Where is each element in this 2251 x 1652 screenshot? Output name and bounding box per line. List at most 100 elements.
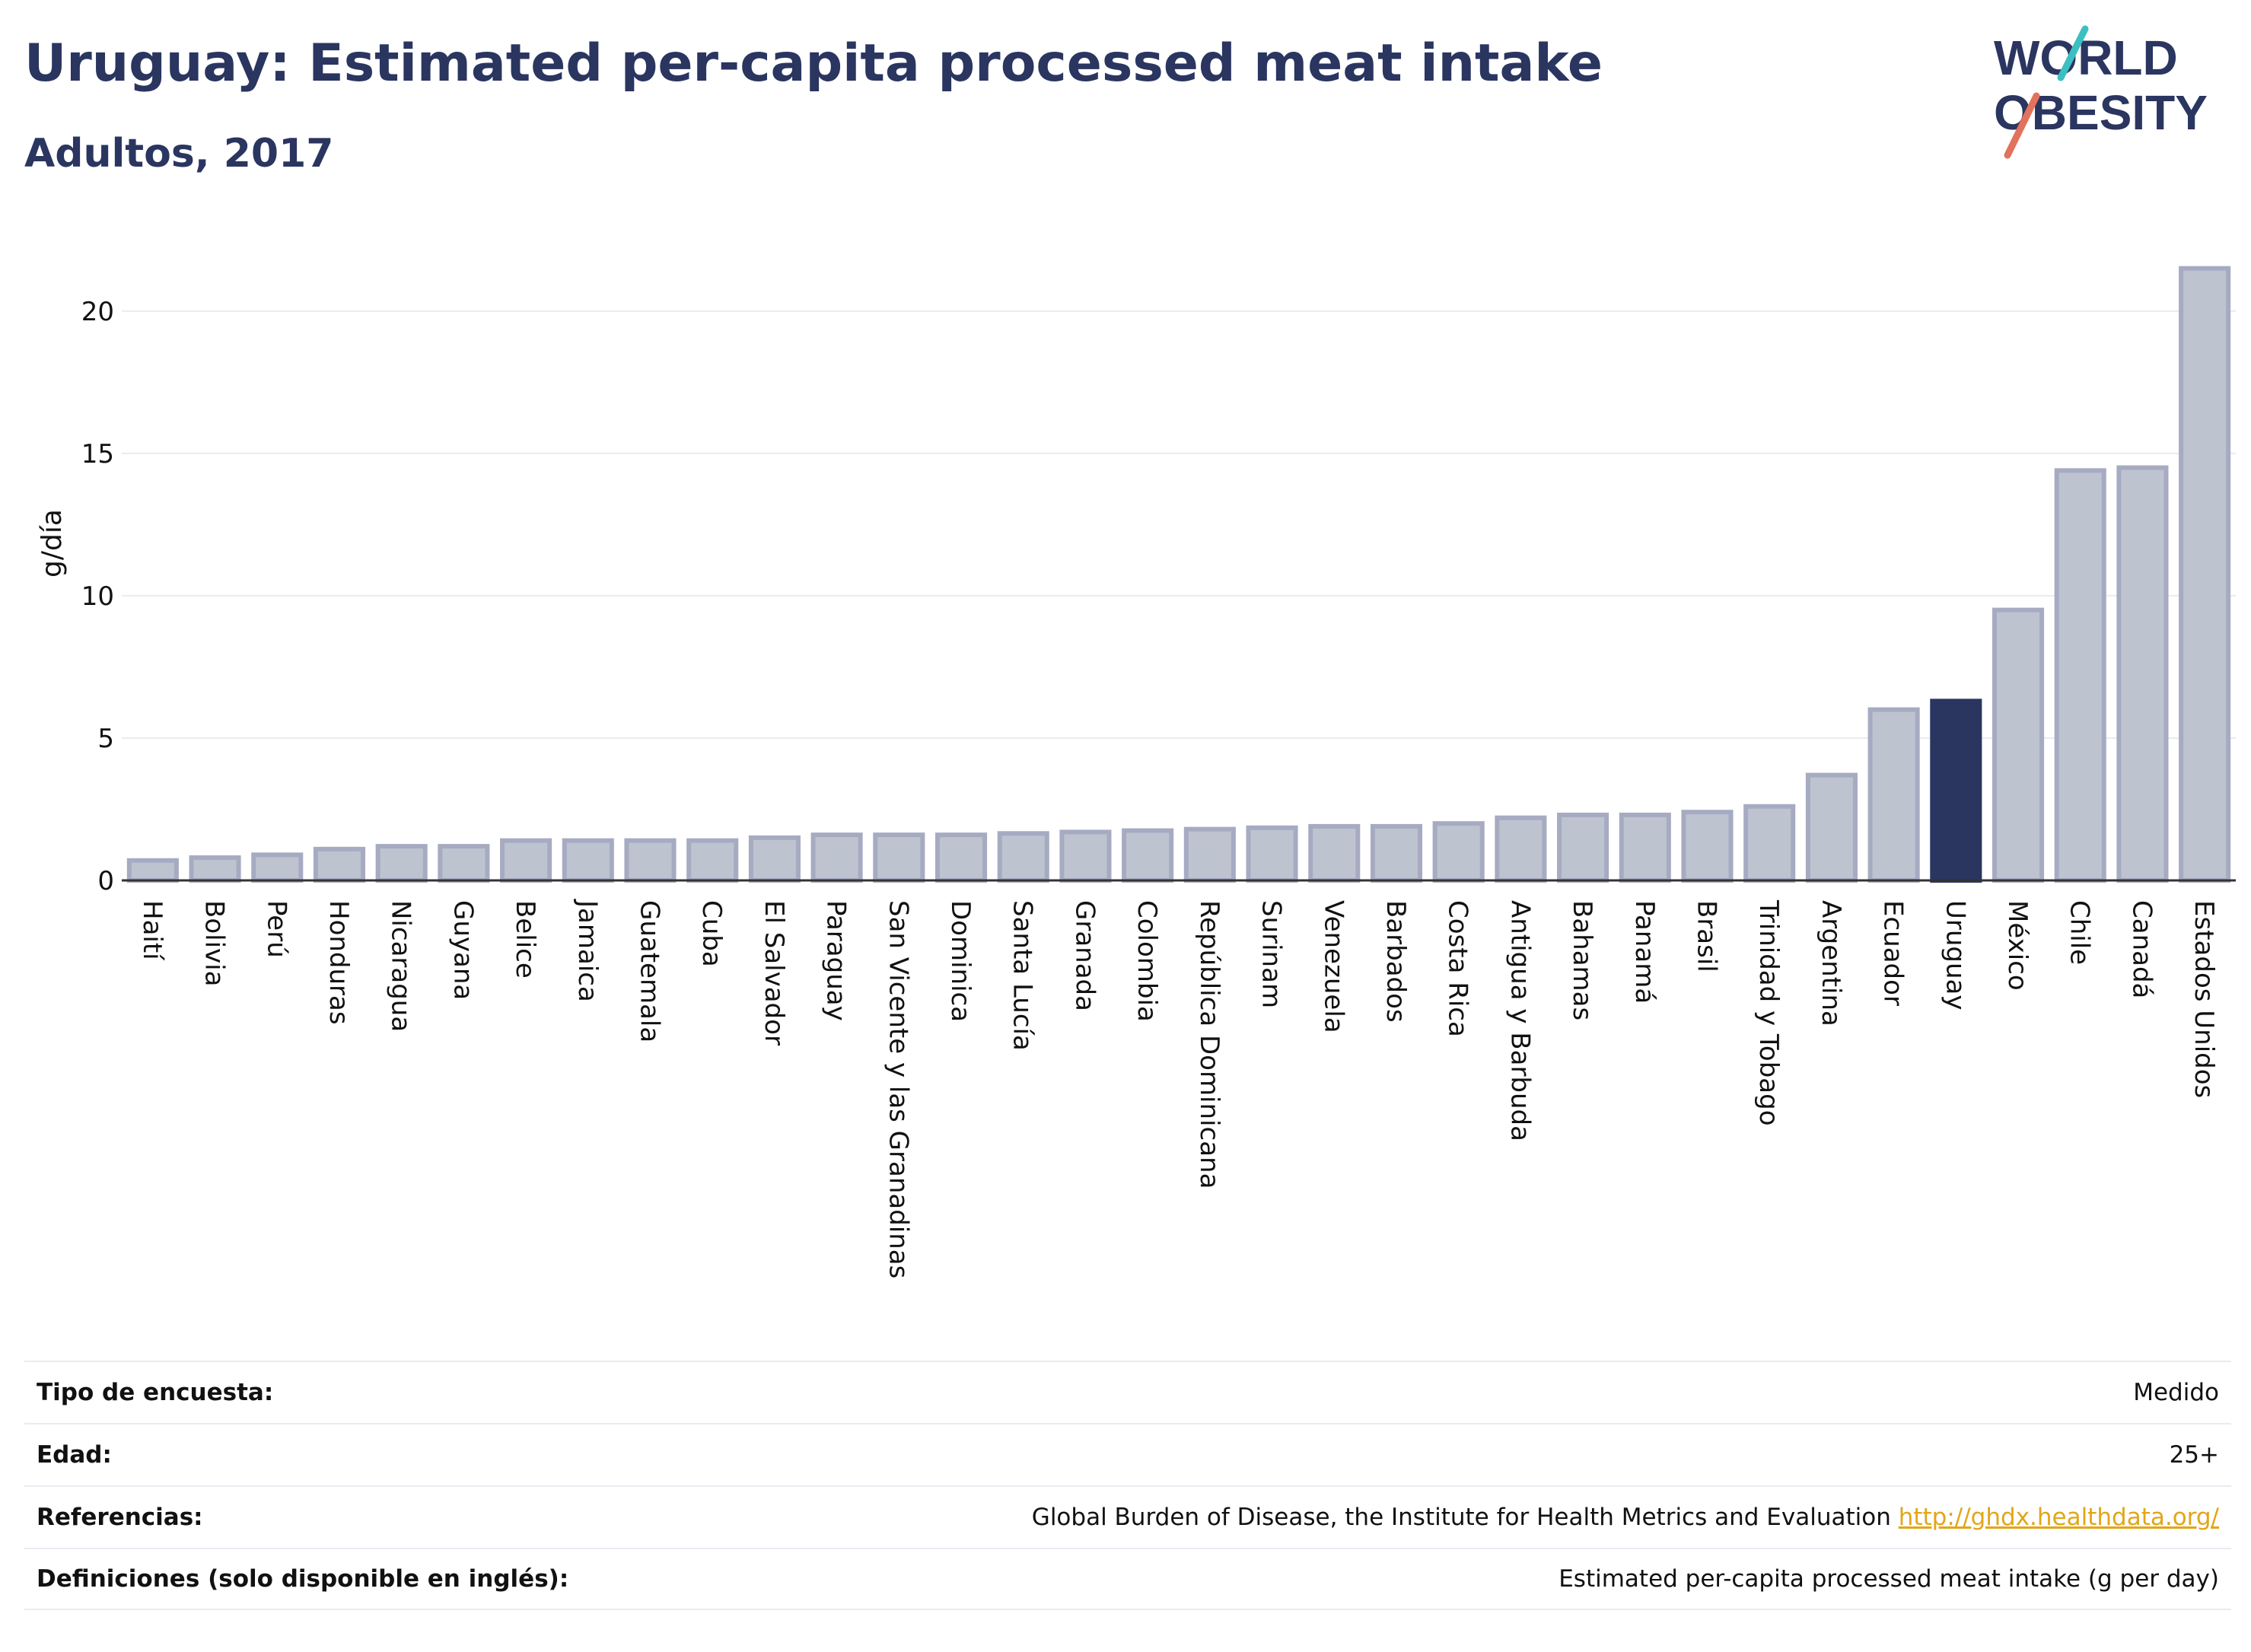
y-tick-label: 0: [97, 866, 114, 896]
x-tick-label: Guatemala: [635, 900, 665, 1042]
x-tick-label: Brasil: [1692, 900, 1722, 972]
bar-highlighted: [1930, 699, 1982, 883]
x-axis-labels: Haití Bolivia Perú Honduras Nicaragua Guyana B…: [137, 899, 2219, 1278]
bar: [2179, 266, 2231, 883]
bar: [1122, 828, 1174, 883]
bar: [686, 838, 739, 883]
bar: [1495, 815, 1547, 883]
x-tick-label: Estados Unidos: [2189, 900, 2219, 1098]
meta-label: Referencias:: [37, 1504, 203, 1531]
x-tick-label: Bahamas: [1567, 900, 1597, 1020]
x-tick-label: Cuba: [696, 900, 727, 967]
bar: [562, 838, 614, 883]
bar: [126, 858, 179, 883]
y-tick-label: 5: [97, 724, 114, 754]
x-tick-label: Panamá: [1629, 900, 1660, 1004]
meta-label: Edad:: [37, 1441, 112, 1469]
logo-teal-stroke: [2057, 25, 2089, 81]
bar: [189, 855, 241, 883]
x-tick-label: Chile: [2065, 900, 2095, 965]
x-tick-label: Haití: [137, 900, 167, 961]
bar: [251, 852, 304, 883]
bar: [500, 838, 552, 883]
meta-row-definitions: Definiciones (solo disponible en inglés)…: [24, 1548, 2231, 1610]
x-tick-label: Honduras: [323, 900, 354, 1025]
meta-label: Tipo de encuesta:: [37, 1379, 274, 1406]
meta-value-group: Global Burden of Disease, the Institute …: [1032, 1504, 2219, 1531]
x-tick-label: Belice: [510, 900, 540, 979]
x-tick-label: Trinidad y Tobago: [1753, 899, 1784, 1126]
bar: [748, 835, 801, 883]
bar: [1183, 826, 1236, 883]
x-tick-label: Surinam: [1256, 900, 1287, 1008]
world-obesity-logo: WORLD OBESITY: [1994, 25, 2208, 159]
y-tick-label: 10: [81, 581, 114, 612]
logo-line1: WORLD: [1994, 30, 2178, 85]
meta-label: Definiciones (solo disponible en inglés)…: [37, 1565, 569, 1593]
logo-coral-stroke: [2004, 92, 2040, 159]
bar: [1557, 812, 1609, 883]
meta-value: 25+: [2169, 1441, 2219, 1469]
meta-value: Estimated per-capita processed meat inta…: [1559, 1565, 2219, 1593]
reference-link[interactable]: http://ghdx.healthdata.org/: [1898, 1504, 2219, 1531]
x-tick-label: Barbados: [1380, 900, 1411, 1023]
x-tick-label: Guyana: [447, 900, 478, 1000]
y-tick-label: 20: [81, 297, 114, 327]
chart-title: Uruguay: Estimated per-capita processed …: [24, 33, 1603, 94]
x-tick-label: Venezuela: [1318, 900, 1348, 1033]
bar: [2116, 465, 2169, 883]
x-tick-label: Canadá: [2126, 900, 2157, 998]
bar: [1370, 823, 1423, 883]
bar: [1805, 772, 1858, 883]
x-tick-label: Bolivia: [199, 900, 230, 986]
x-tick-label: Antigua y Barbuda: [1504, 900, 1535, 1141]
x-tick-label: Jamaica: [572, 899, 603, 1002]
bar: [873, 832, 925, 883]
bar: [313, 846, 366, 883]
x-tick-label: Ecuador: [1878, 900, 1909, 1006]
bar: [1246, 825, 1298, 883]
bar-chart: 0 5 10 15 20 Haití Bolivia Perú Honduras Nicarag…: [37, 266, 2236, 1278]
x-tick-label: Santa Lucía: [1008, 900, 1038, 1051]
x-tick-label: Granada: [1069, 900, 1100, 1011]
chart-subtitle: Adultos, 2017: [24, 131, 334, 177]
bar: [1743, 804, 1796, 883]
bar: [810, 832, 863, 883]
bar: [997, 831, 1049, 883]
x-tick-label: Costa Rica: [1443, 900, 1473, 1037]
y-axis-ticks: 0 5 10 15 20: [81, 297, 114, 896]
y-axis-label: g/día: [37, 509, 68, 578]
meta-value: Medido: [2133, 1379, 2219, 1406]
bar: [1992, 607, 2045, 883]
bar: [1867, 707, 1920, 883]
x-tick-label: Perú: [261, 900, 291, 958]
y-tick-label: 15: [81, 439, 114, 469]
metadata-table: Tipo de encuesta: Medido Edad: 25+ Refer…: [24, 1361, 2231, 1610]
x-tick-label: Nicaragua: [386, 900, 416, 1032]
meta-row-survey-type: Tipo de encuesta: Medido: [24, 1361, 2231, 1423]
grid-lines: [122, 310, 2236, 739]
x-tick-label: Dominica: [945, 900, 976, 1022]
bar: [1619, 812, 1671, 883]
bar: [934, 832, 988, 883]
bars: [126, 266, 2231, 883]
bar: [1432, 821, 1485, 883]
bar: [438, 844, 490, 883]
bar: [2054, 468, 2106, 883]
meta-value: Global Burden of Disease, the Institute …: [1031, 1504, 1891, 1531]
bar: [1308, 823, 1361, 883]
x-tick-label: Colombia: [1132, 900, 1162, 1022]
bar: [1681, 810, 1734, 883]
bar: [1059, 829, 1112, 883]
x-tick-label: Uruguay: [1940, 900, 1970, 1011]
meta-row-references: Referencias: Global Burden of Disease, t…: [24, 1485, 2231, 1548]
meta-row-age: Edad: 25+: [24, 1423, 2231, 1485]
x-tick-label: El Salvador: [759, 900, 789, 1046]
bar: [375, 844, 428, 883]
x-tick-label: Argentina: [1816, 900, 1846, 1027]
x-tick-label: República Dominicana: [1194, 900, 1224, 1189]
x-tick-label: Paraguay: [821, 900, 852, 1021]
bar: [624, 838, 677, 883]
x-tick-label: México: [2002, 900, 2033, 991]
x-tick-label: San Vicente y las Granadinas: [883, 900, 913, 1278]
